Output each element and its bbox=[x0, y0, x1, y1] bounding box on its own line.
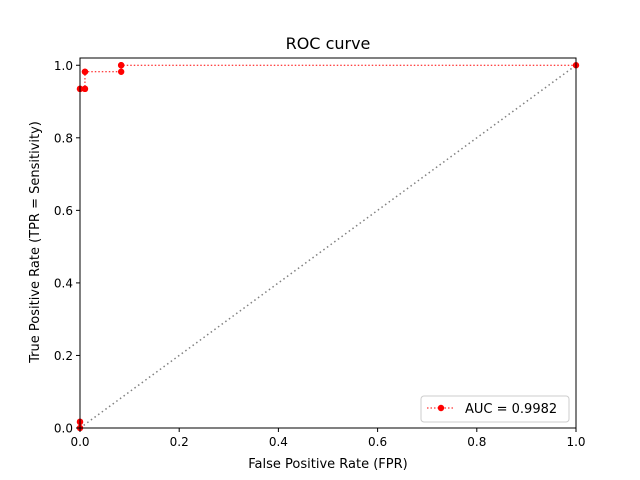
y-axis-label: True Positive Rate (TPR = Sensitivity) bbox=[28, 121, 43, 364]
legend-frame bbox=[420, 395, 570, 423]
x-axis-label: False Positive Rate (FPR) bbox=[248, 457, 407, 472]
axes-frame bbox=[79, 57, 577, 429]
reference-diagonal-line bbox=[79, 64, 577, 429]
x-axis-ticks: 0.0 0.2 0.4 0.6 0.8 1.0 bbox=[70, 428, 586, 449]
y-axis-ticks: 0.0 0.2 0.4 0.6 0.8 1.0 bbox=[54, 59, 80, 436]
y-tick-label: 0.2 bbox=[54, 349, 73, 363]
roc-point bbox=[81, 68, 89, 75]
y-tick-label: 0.4 bbox=[54, 276, 73, 290]
legend-marker-sample bbox=[437, 404, 445, 412]
y-tick-label: 1.0 bbox=[54, 59, 73, 73]
x-tick-label: 0.2 bbox=[170, 435, 189, 449]
x-tick-label: 0.4 bbox=[269, 435, 288, 449]
legend-label-auc: AUC = 0.9982 bbox=[465, 402, 557, 417]
plot-area bbox=[76, 57, 580, 432]
legend: AUC = 0.9982 bbox=[420, 395, 570, 423]
chart-title: ROC curve bbox=[286, 34, 371, 53]
x-tick-label: 0.0 bbox=[70, 435, 89, 449]
y-tick-label: 0.0 bbox=[54, 422, 73, 436]
x-tick-label: 1.0 bbox=[566, 435, 585, 449]
roc-point bbox=[117, 62, 125, 69]
x-tick-label: 0.8 bbox=[467, 435, 486, 449]
y-tick-label: 0.8 bbox=[54, 131, 73, 145]
roc-point bbox=[81, 85, 89, 93]
x-tick-label: 0.6 bbox=[368, 435, 387, 449]
y-tick-label: 0.6 bbox=[54, 204, 73, 218]
roc-point bbox=[117, 68, 125, 75]
